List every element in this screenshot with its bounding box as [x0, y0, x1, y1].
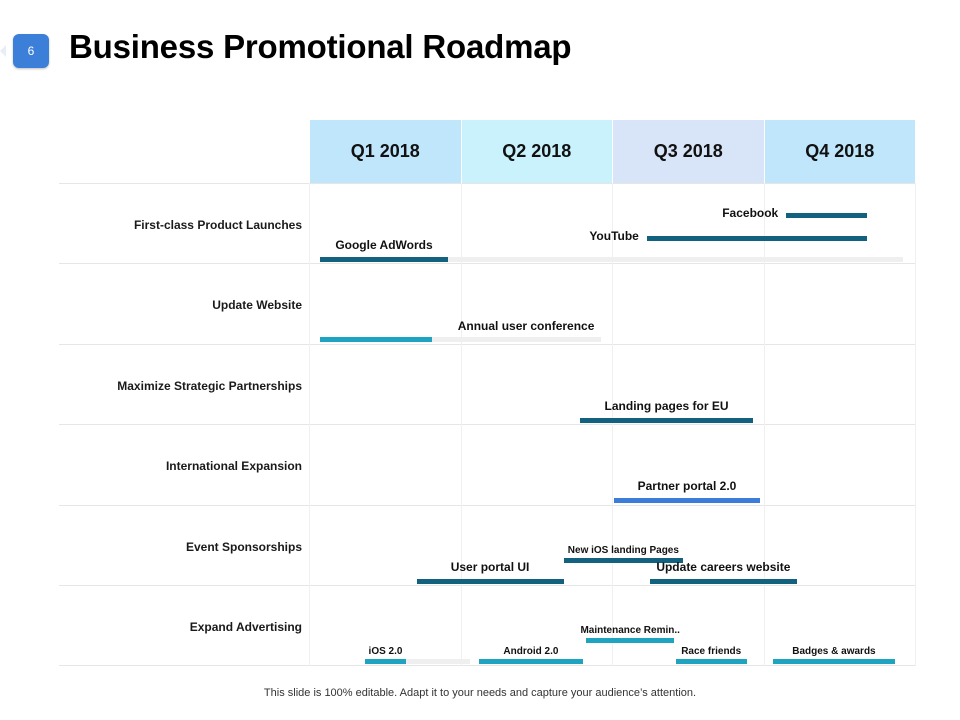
task-label: YouTube — [589, 229, 639, 243]
task-bar — [613, 498, 761, 503]
task-bar — [646, 236, 867, 241]
task-label: Maintenance Remin.. — [580, 625, 680, 636]
row-label: First-class Product Launches — [133, 218, 302, 232]
quarter-divider — [915, 183, 916, 666]
task-bar — [416, 579, 564, 584]
task-label: Badges & awards — [792, 646, 876, 657]
slide-number: 6 — [27, 44, 35, 58]
task-label: Annual user conference — [457, 319, 595, 333]
task-label: Android 2.0 — [503, 646, 559, 657]
row-divider — [59, 665, 915, 666]
task-bar — [478, 659, 584, 664]
task-label: Update careers website — [656, 560, 791, 574]
page-title: Business Promotional Roadmap — [69, 28, 572, 65]
task-bar — [772, 659, 896, 664]
task-bar — [649, 579, 797, 584]
task-bar — [563, 558, 684, 563]
row-divider — [59, 424, 915, 425]
task-bar — [580, 418, 753, 423]
row-divider — [59, 344, 915, 345]
quarter-divider — [612, 183, 613, 666]
slide-number-badge: 6 — [0, 34, 49, 68]
task-bar — [319, 257, 449, 262]
task-label: User portal UI — [450, 560, 530, 574]
row-label: Update Website — [212, 298, 302, 312]
quarter-header: Q3 2018 — [613, 120, 764, 183]
row-divider — [59, 585, 915, 586]
task-bar — [319, 337, 432, 342]
row-divider — [59, 183, 915, 184]
task-track — [319, 257, 903, 262]
quarter-header: Q1 2018 — [310, 120, 461, 183]
row-label: Expand Advertising — [189, 620, 302, 634]
row-label: Event Sponsorships — [185, 540, 302, 554]
task-bar — [586, 638, 675, 643]
task-bar — [675, 659, 747, 664]
task-track — [319, 337, 602, 342]
footer-note: This slide is 100% editable. Adapt it to… — [263, 687, 697, 699]
quarter-header: Q2 2018 — [461, 120, 612, 183]
row-divider — [59, 263, 915, 264]
quarter-divider — [309, 183, 310, 666]
task-bar — [786, 213, 867, 218]
task-bar — [365, 659, 406, 664]
task-label: Landing pages for EU — [604, 399, 729, 413]
task-label: New iOS landing Pages — [567, 545, 679, 556]
quarter-header: Q4 2018 — [764, 120, 915, 183]
task-label: iOS 2.0 — [368, 646, 403, 657]
task-label: Facebook — [722, 206, 779, 220]
task-track — [365, 659, 470, 664]
task-label: Race friends — [681, 646, 742, 657]
task-label: Partner portal 2.0 — [637, 479, 737, 493]
row-divider — [59, 505, 915, 506]
row-label: Maximize Strategic Partnerships — [117, 379, 302, 393]
task-label: Google AdWords — [335, 238, 433, 252]
quarter-divider — [764, 183, 765, 666]
row-label: International Expansion — [165, 459, 302, 473]
quarter-divider — [461, 183, 462, 666]
